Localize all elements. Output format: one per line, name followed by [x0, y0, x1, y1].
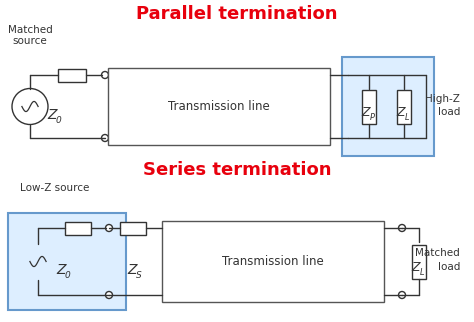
Bar	[8, 213, 126, 310]
Bar	[362, 90, 376, 124]
Text: Series termination: Series termination	[143, 161, 331, 179]
Bar	[397, 90, 411, 124]
Circle shape	[101, 135, 109, 141]
Circle shape	[101, 71, 109, 79]
Text: Transmission line: Transmission line	[168, 100, 270, 113]
Text: $Z$: $Z$	[127, 262, 139, 277]
Text: Parallel termination: Parallel termination	[136, 5, 338, 23]
Circle shape	[345, 71, 352, 79]
Text: Matched: Matched	[8, 25, 52, 35]
Bar	[342, 57, 434, 156]
Circle shape	[399, 224, 405, 232]
Bar	[65, 222, 91, 234]
Text: L: L	[419, 268, 424, 277]
Text: load: load	[438, 261, 460, 271]
Text: $Z$: $Z$	[47, 108, 59, 121]
Bar	[412, 244, 426, 279]
Text: $Z$: $Z$	[411, 261, 422, 274]
Text: Transmission line: Transmission line	[222, 255, 324, 268]
Text: Low-Z source: Low-Z source	[20, 183, 90, 193]
Text: $Z$: $Z$	[362, 106, 373, 119]
Circle shape	[106, 224, 112, 232]
Bar	[108, 68, 330, 145]
Bar	[162, 221, 384, 302]
Text: Matched: Matched	[415, 249, 460, 259]
Text: 0: 0	[55, 116, 61, 125]
Text: $Z$: $Z$	[396, 106, 408, 119]
Text: 0: 0	[64, 270, 70, 279]
Text: L: L	[405, 113, 409, 122]
Text: High-Z: High-Z	[425, 93, 460, 103]
Circle shape	[345, 135, 352, 141]
Text: $Z$: $Z$	[56, 262, 68, 277]
Circle shape	[106, 291, 112, 298]
Text: P: P	[370, 113, 374, 122]
Text: source: source	[13, 36, 47, 46]
Bar	[120, 222, 146, 234]
Text: S: S	[136, 270, 141, 279]
Circle shape	[399, 291, 405, 298]
Text: load: load	[438, 107, 460, 117]
Bar	[58, 69, 86, 81]
